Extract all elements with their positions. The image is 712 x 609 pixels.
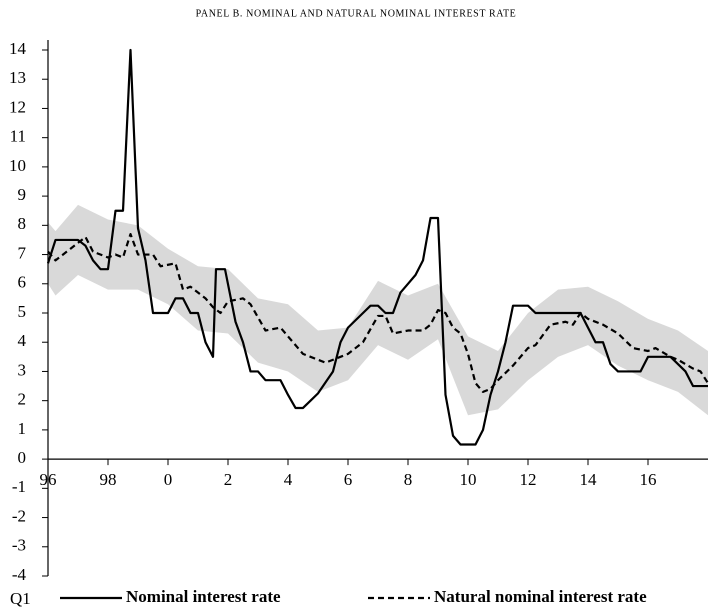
y-tick-label: 1 bbox=[18, 419, 27, 438]
x-tick-label: 12 bbox=[520, 470, 537, 489]
line-series bbox=[47, 233, 709, 393]
y-tick-label: 10 bbox=[9, 156, 26, 175]
y-tick-label: 11 bbox=[10, 127, 26, 146]
y-tick-label: 8 bbox=[18, 214, 27, 233]
y-tick-label: 0 bbox=[18, 448, 27, 467]
legend-label: Natural nominal interest rate bbox=[434, 587, 647, 606]
y-tick-label: 7 bbox=[18, 243, 27, 262]
y-tick-label: -2 bbox=[12, 506, 26, 525]
y-tick-label: 3 bbox=[18, 360, 27, 379]
x-tick-label: 0 bbox=[164, 470, 173, 489]
x-tick-label: 16 bbox=[640, 470, 657, 489]
legend-label: Nominal interest rate bbox=[126, 587, 281, 606]
x-tick-label: 2 bbox=[224, 470, 233, 489]
x-tick-label: 98 bbox=[100, 470, 117, 489]
y-tick-label: -1 bbox=[12, 477, 26, 496]
confidence-band bbox=[48, 204, 708, 416]
line-series bbox=[46, 48, 708, 446]
y-tick-label: 9 bbox=[18, 185, 27, 204]
chart-title: PANEL B. NOMINAL AND NATURAL NOMINAL INT… bbox=[196, 8, 517, 19]
x-tick-label: 8 bbox=[404, 470, 413, 489]
y-tick-label: -3 bbox=[12, 536, 26, 555]
x-tick-label: 96 bbox=[40, 470, 57, 489]
y-tick-label: 2 bbox=[18, 390, 27, 409]
y-tick-label: 5 bbox=[18, 302, 27, 321]
x-tick-label: 10 bbox=[460, 470, 477, 489]
x-tick-label: 4 bbox=[284, 470, 293, 489]
y-tick-label: 6 bbox=[18, 273, 27, 292]
x-tick-label: 14 bbox=[580, 470, 598, 489]
y-tick-label: 4 bbox=[18, 331, 27, 350]
x-tick-label: 6 bbox=[344, 470, 353, 489]
x-axis-label: Q1 bbox=[10, 589, 31, 608]
y-tick-label: 12 bbox=[9, 97, 26, 116]
y-tick-label: 14 bbox=[9, 39, 27, 58]
y-tick-label: -4 bbox=[12, 565, 27, 584]
y-tick-label: 13 bbox=[9, 68, 26, 87]
